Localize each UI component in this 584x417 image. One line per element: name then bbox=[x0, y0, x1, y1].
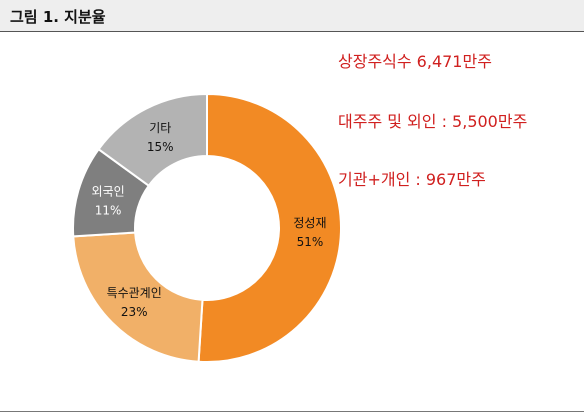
figure-header: 그림 1. 지분율 bbox=[0, 0, 584, 32]
slice-label-1: 특수관계인 bbox=[107, 286, 162, 300]
slice-3 bbox=[97, 92, 208, 188]
slice-0 bbox=[197, 92, 342, 363]
slice-value-3: 15% bbox=[147, 140, 174, 154]
annotation-major-holders: 대주주 및 외인 : 5,500만주 bbox=[338, 112, 528, 131]
slice-value-2: 11% bbox=[95, 203, 122, 217]
slice-value-1: 23% bbox=[121, 305, 148, 319]
slice-label-2: 외국인 bbox=[92, 184, 125, 198]
slice-label-3: 기타 bbox=[149, 121, 171, 135]
figure-title: 그림 1. 지분율 bbox=[10, 8, 106, 26]
annotation-total-shares: 상장주식수 6,471만주 bbox=[338, 52, 492, 71]
slice-1 bbox=[72, 231, 204, 363]
bottom-divider bbox=[0, 411, 584, 412]
slice-label-0: 정성재 bbox=[293, 216, 326, 230]
slice-value-0: 51% bbox=[297, 235, 324, 249]
annotation-institutions-individuals: 기관+개인 : 967만주 bbox=[338, 170, 486, 189]
